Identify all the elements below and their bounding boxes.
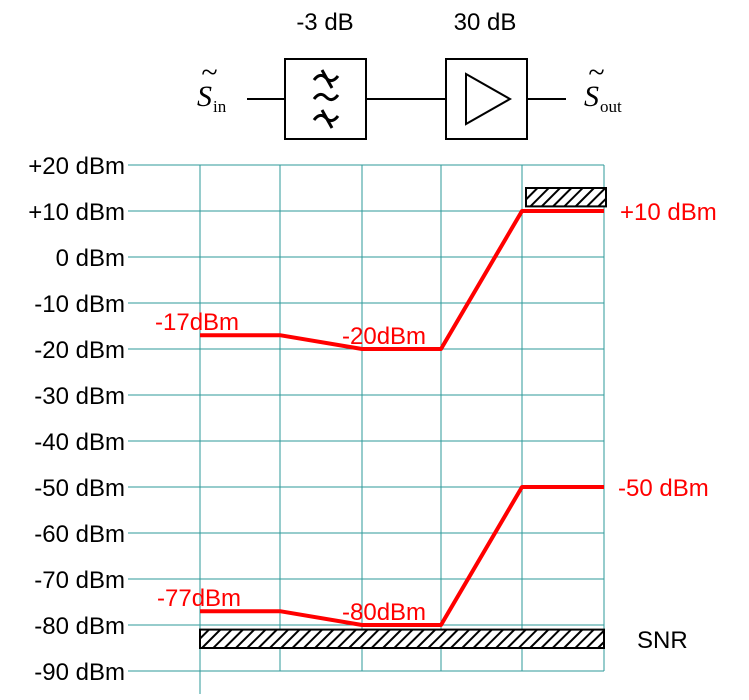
output-signal-label: ~ S out [584,56,622,116]
y-tick-label: -90 dBm [34,659,125,686]
input-signal-label: ~ S in [197,56,227,116]
y-tick-label: -50 dBm [34,475,125,502]
hatched-band-overload [525,187,607,208]
y-tick-label: -10 dBm [34,291,125,318]
chart-grid [128,164,605,694]
hatched-bands [199,187,607,649]
level-annotation: -80dBm [342,599,426,626]
block-diagram: -3 dB 30 dB ~ S in ~ S out [197,9,622,140]
y-tick-label: -40 dBm [34,429,125,456]
filter-gain-label: -3 dB [296,9,353,36]
input-signal-tilde: ~ [201,56,217,89]
level-series [200,209,604,627]
level-annotation: -50 dBm [618,475,709,502]
output-signal-symbol: S [584,80,599,113]
filter-icon [312,69,340,129]
level-annotation: -77dBm [157,585,241,612]
hatched-band-noise-floor [199,628,605,649]
amplifier-gain-label: 30 dB [454,9,517,36]
y-tick-label: +10 dBm [28,199,125,226]
y-tick-label: +20 dBm [28,153,125,180]
level-annotation: -17dBm [155,309,239,336]
snr-label: SNR [637,627,688,654]
y-tick-label: -80 dBm [34,613,125,640]
y-tick-label: 0 dBm [56,245,125,272]
level-annotation: +10 dBm [620,199,717,226]
level-annotations: -17dBm -20dBm +10 dBm -77dBm -80dBm -50 dBm [155,199,717,626]
output-signal-subscript: out [600,97,622,116]
input-signal-subscript: in [213,97,227,116]
output-signal-tilde: ~ [588,56,604,89]
level-annotation: -20dBm [342,323,426,350]
filter-block [284,58,367,140]
y-tick-label: -30 dBm [34,383,125,410]
level-line-2 [200,485,604,627]
level-line-1 [200,209,604,351]
y-tick-label: -20 dBm [34,337,125,364]
y-axis-tick-labels: +20 dBm +10 dBm 0 dBm -10 dBm -20 dBm -30 dBm… [28,153,125,686]
input-signal-symbol: S [197,80,212,113]
y-tick-label: -60 dBm [34,521,125,548]
amplifier-icon [465,72,513,126]
y-tick-label: -70 dBm [34,567,125,594]
